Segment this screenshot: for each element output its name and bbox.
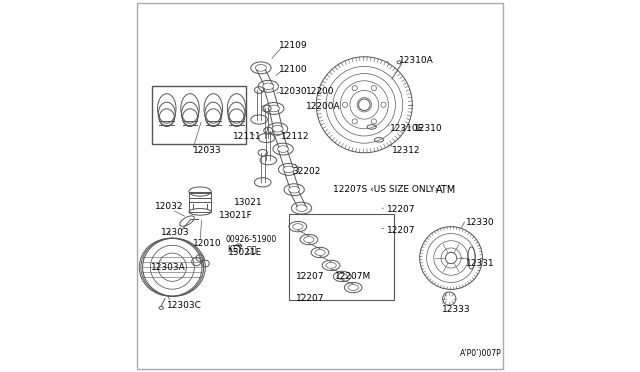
Text: 12310E: 12310E: [390, 124, 424, 133]
Text: 12333: 12333: [442, 305, 470, 314]
Text: 12010: 12010: [193, 239, 221, 248]
Text: 12312: 12312: [392, 147, 420, 155]
Text: 12207: 12207: [296, 272, 324, 281]
Text: 12303: 12303: [161, 228, 189, 237]
Text: 12200: 12200: [306, 87, 335, 96]
Text: 32202: 32202: [292, 167, 321, 176]
Text: 12207: 12207: [387, 226, 415, 235]
Text: 12032: 12032: [155, 202, 183, 211]
Text: 12112: 12112: [281, 132, 310, 141]
Text: 12310: 12310: [414, 124, 443, 133]
Text: 12207S ‹US SIZE ONLY›: 12207S ‹US SIZE ONLY›: [333, 185, 438, 194]
Text: 12303C: 12303C: [167, 301, 202, 311]
Bar: [152, 86, 246, 144]
Text: 12310A: 12310A: [399, 56, 434, 65]
Text: 12303A: 12303A: [151, 263, 186, 272]
Text: 13021F: 13021F: [218, 211, 252, 220]
Text: 12033: 12033: [193, 147, 221, 155]
Text: A’P0’)007P: A’P0’)007P: [460, 350, 502, 359]
Text: 12207: 12207: [387, 205, 415, 215]
Text: ATM: ATM: [436, 185, 456, 195]
Text: 12111: 12111: [233, 132, 262, 141]
Text: 12030: 12030: [278, 87, 307, 96]
Bar: [289, 214, 394, 301]
Text: 13021E: 13021E: [228, 248, 262, 257]
Text: 12200A: 12200A: [306, 102, 340, 111]
Text: 12330: 12330: [466, 218, 495, 227]
Text: 00926-51900: 00926-51900: [226, 235, 277, 244]
Text: KEY  キー: KEY キー: [228, 244, 257, 253]
Text: 12331: 12331: [466, 259, 495, 268]
Text: 12100: 12100: [278, 65, 307, 74]
Bar: [189, 192, 211, 212]
Text: 12207: 12207: [296, 294, 324, 303]
Text: 12207M: 12207M: [335, 272, 371, 281]
Text: 13021: 13021: [234, 198, 263, 207]
Text: 12109: 12109: [278, 41, 307, 50]
